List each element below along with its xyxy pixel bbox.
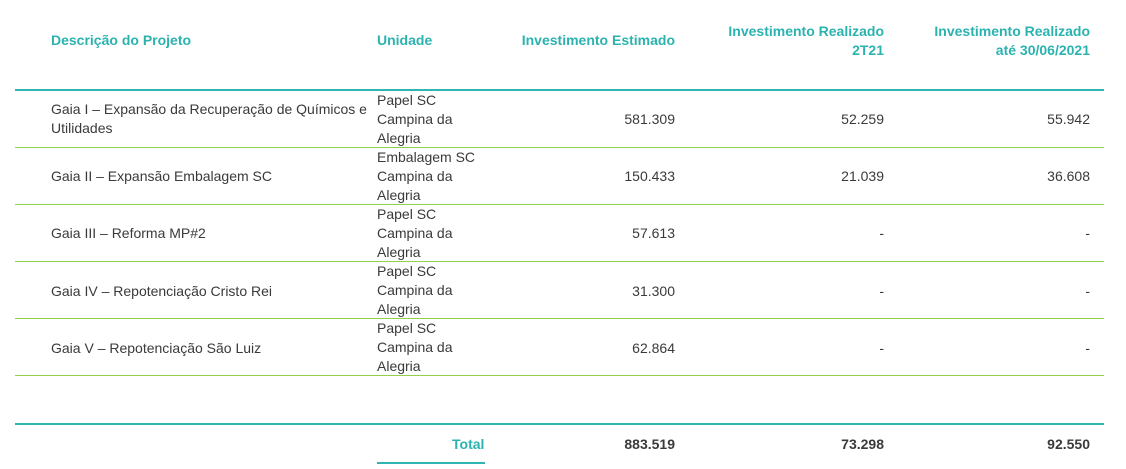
row-2-estimated: 150.433: [624, 168, 675, 184]
row-2-unit-line1: Embalagem SC: [377, 149, 476, 165]
row-5-unit-line3: Alegria: [377, 358, 421, 374]
row-1-unit-line3: Alegria: [377, 130, 421, 146]
row-4-unit-line2: Campina da: [377, 282, 453, 298]
row-4-unit-line3: Alegria: [377, 301, 421, 317]
row-1-project: Gaia I – Expansão da Recuperação de Quím…: [51, 100, 371, 138]
header-realized-ytd-line1: Investimento Realizado: [934, 23, 1090, 39]
row-2-realized-ytd: 36.608: [1047, 168, 1090, 184]
row-5-estimated: 62.864: [632, 340, 675, 356]
total-estimated: 883.519: [624, 436, 675, 452]
row-5-unit: Papel SC Campina da Alegria: [377, 319, 453, 376]
row-4-estimated: 31.300: [632, 283, 675, 299]
header-realized-ytd: Investimento Realizado até 30/06/2021: [890, 22, 1090, 60]
row-divider: [15, 204, 1104, 205]
row-2-unit-line2: Campina da: [377, 168, 453, 184]
row-3-unit-line3: Alegria: [377, 244, 421, 260]
total-realized-quarter: 73.298: [841, 436, 884, 452]
row-3-project: Gaia III – Reforma MP#2: [51, 224, 371, 243]
row-5-realized-ytd: -: [1085, 340, 1090, 356]
row-4-project-line1: Gaia IV – Repotenciação Cristo Rei: [51, 283, 272, 299]
row-4-project: Gaia IV – Repotenciação Cristo Rei: [51, 282, 371, 301]
row-5-unit-line1: Papel SC: [377, 320, 437, 336]
total-label: Total: [452, 436, 485, 452]
row-1-estimated: 581.309: [624, 111, 675, 127]
row-5-realized-quarter: -: [879, 340, 884, 356]
header-project: Descrição do Projeto: [51, 32, 192, 48]
row-5-project: Gaia V – Repotenciação São Luiz: [51, 339, 371, 358]
header-rule: [15, 89, 1104, 91]
row-1-realized-ytd: 55.942: [1047, 111, 1090, 127]
row-3-estimated: 57.613: [632, 225, 675, 241]
header-realized-ytd-line2: até 30/06/2021: [995, 42, 1090, 58]
row-5-project-line1: Gaia V – Repotenciação São Luiz: [51, 340, 262, 356]
row-divider: [15, 147, 1104, 148]
total-underline: [377, 462, 485, 464]
row-3-unit-line2: Campina da: [377, 225, 453, 241]
row-3-project-line1: Gaia III – Reforma MP#2: [51, 225, 206, 241]
row-3-realized-ytd: -: [1085, 225, 1090, 241]
row-4-realized-quarter: -: [879, 283, 884, 299]
row-3-unit: Papel SC Campina da Alegria: [377, 205, 453, 262]
total-realized-ytd: 92.550: [1047, 436, 1090, 452]
row-2-project-line1: Gaia II – Expansão Embalagem SC: [51, 168, 273, 184]
header-realized-quarter: Investimento Realizado 2T21: [684, 22, 884, 60]
header-unit: Unidade: [377, 32, 433, 48]
row-1-project-line2: Utilidades: [51, 120, 113, 136]
row-2-project: Gaia II – Expansão Embalagem SC: [51, 167, 371, 186]
row-divider: [15, 261, 1104, 262]
row-1-project-line1: Gaia I – Expansão da Recuperação de Quím…: [51, 101, 367, 117]
row-3-realized-quarter: -: [879, 225, 884, 241]
header-estimated: Investimento Estimado: [521, 32, 675, 48]
row-1-realized-quarter: 52.259: [841, 111, 884, 127]
row-4-unit: Papel SC Campina da Alegria: [377, 262, 453, 319]
row-2-realized-quarter: 21.039: [841, 168, 884, 184]
header-realized-quarter-line1: Investimento Realizado: [728, 23, 884, 39]
row-2-unit: Embalagem SC Campina da Alegria: [377, 148, 475, 205]
row-3-unit-line1: Papel SC: [377, 206, 437, 222]
row-1-unit-line2: Campina da: [377, 111, 453, 127]
row-divider: [15, 375, 1104, 376]
row-4-realized-ytd: -: [1085, 283, 1090, 299]
row-divider: [15, 318, 1104, 319]
row-5-unit-line2: Campina da: [377, 339, 453, 355]
row-4-unit-line1: Papel SC: [377, 263, 437, 279]
row-1-unit-line1: Papel SC: [377, 92, 437, 108]
total-rule: [15, 423, 1104, 425]
header-realized-quarter-line2: 2T21: [852, 42, 884, 58]
row-1-unit: Papel SC Campina da Alegria: [377, 91, 453, 148]
row-2-unit-line3: Alegria: [377, 187, 421, 203]
